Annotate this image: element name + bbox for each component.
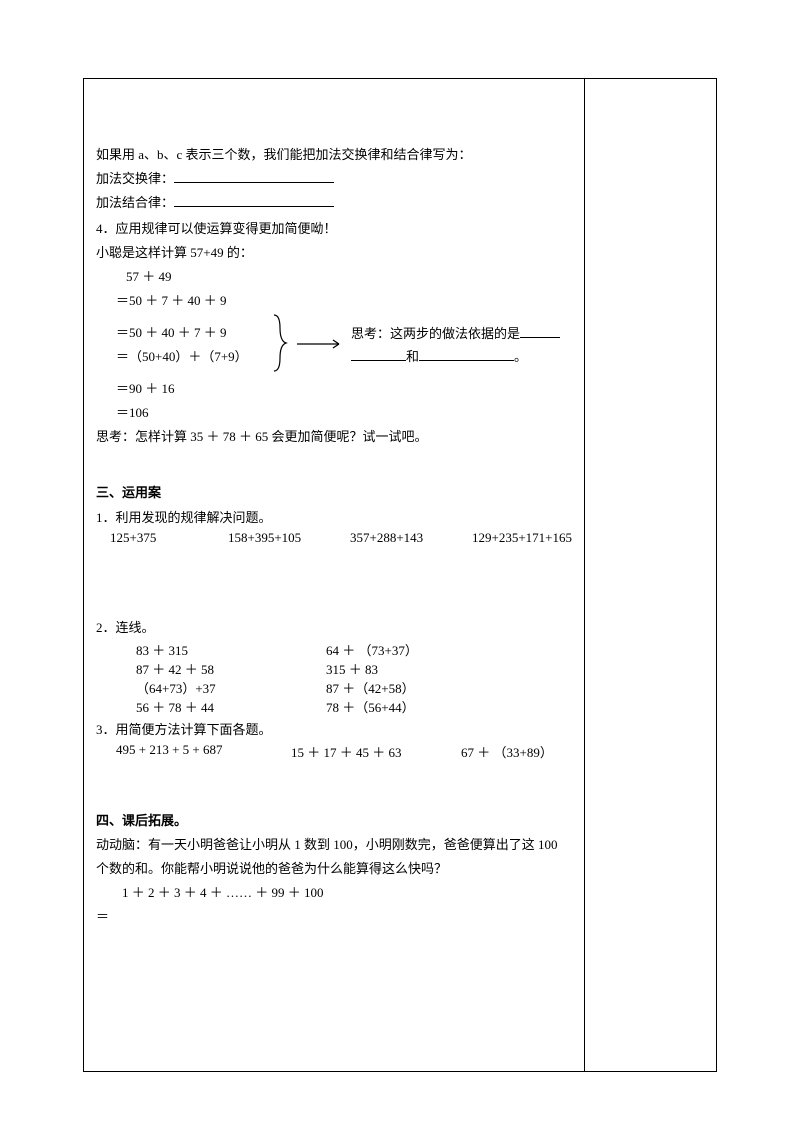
- calc-step-2: ＝50 ＋ 40 ＋ 7 ＋ 9: [96, 321, 271, 345]
- calc-brace-row: ＝50 ＋ 40 ＋ 7 ＋ 9 ＝（50+40）＋（7+9） 思考：这两步的做…: [96, 313, 572, 377]
- blank-associative: [174, 206, 334, 207]
- calc-intro: 小聪是这样计算 57+49 的：: [96, 241, 572, 265]
- calc-step-4: ＝90 ＋ 16: [96, 377, 572, 401]
- q3-block: 3．用简便方法计算下面各题。 495 + 213 + 5 + 687 15 ＋ …: [96, 718, 572, 761]
- calc-left-group: ＝50 ＋ 40 ＋ 7 ＋ 9 ＝（50+40）＋（7+9）: [96, 321, 271, 369]
- content-table: 如果用 a、b、c 表示三个数，我们能把加法交换律和结合律写为： 加法交换律： …: [83, 78, 717, 1072]
- blank-1: [520, 337, 560, 338]
- blank-commutative: [174, 182, 334, 183]
- arrow-icon: [295, 337, 345, 353]
- match-row-2: （64+73）+3787 ＋（42+58）: [96, 678, 572, 697]
- intro-block: 如果用 a、b、c 表示三个数，我们能把加法交换律和结合律写为： 加法交换律： …: [96, 143, 572, 215]
- ext-body: 动动脑：有一天小明爸爸让小明从 1 数到 100，小明刚数完，爸爸便算出了这 1…: [96, 833, 572, 881]
- commutative-line: 加法交换律：: [96, 167, 572, 191]
- calc-step-1: ＝50 ＋ 7 ＋ 40 ＋ 9: [96, 289, 572, 313]
- match-row-1: 87 ＋ 42 ＋ 58315 ＋ 83: [96, 659, 572, 678]
- calc-step-3: ＝（50+40）＋（7+9）: [96, 345, 271, 369]
- associative-line: 加法结合律：: [96, 191, 572, 215]
- section-extension: 四、课后拓展。 动动脑：有一天小明爸爸让小明从 1 数到 100，小明刚数完，爸…: [96, 809, 572, 929]
- section-apply: 三、运用案 1．利用发现的规律解决问题。 125+375 158+395+105…: [96, 481, 572, 545]
- q1-items: 125+375 158+395+105 357+288+143 129+235+…: [96, 530, 572, 546]
- section-4: 4．应用规律可以使运算变得更加简便呦！ 小聪是这样计算 57+49 的： 57 …: [96, 217, 572, 449]
- blank-3: [419, 360, 514, 361]
- q2-block: 2．连线。 83 ＋ 31564 ＋ （73+37） 87 ＋ 42 ＋ 583…: [96, 616, 572, 716]
- match-row-0: 83 ＋ 31564 ＋ （73+37）: [96, 640, 572, 659]
- sec4-title: 4．应用规律可以使运算变得更加简便呦！: [96, 217, 572, 241]
- main-content-cell: 如果用 a、b、c 表示三个数，我们能把加法交换律和结合律写为： 加法交换律： …: [84, 79, 585, 1072]
- calc-step-0: 57 ＋ 49: [96, 265, 572, 289]
- ext-eq: ＝: [96, 905, 572, 929]
- q3-items: 495 + 213 + 5 + 687 15 ＋ 17 ＋ 45 ＋ 63 67…: [96, 742, 572, 761]
- side-cell: [585, 79, 717, 1072]
- calc-step-5: ＝106: [96, 401, 572, 425]
- q1-title: 1．利用发现的规律解决问题。: [96, 506, 572, 530]
- apply-heading: 三、运用案: [96, 481, 572, 505]
- ext-expr: 1 ＋ 2 ＋ 3 ＋ 4 ＋ …… ＋ 99 ＋ 100: [96, 881, 572, 905]
- intro-text: 如果用 a、b、c 表示三个数，我们能把加法交换律和结合律写为：: [96, 143, 572, 167]
- page: 如果用 a、b、c 表示三个数，我们能把加法交换律和结合律写为： 加法交换律： …: [0, 0, 800, 1132]
- think-block: 思考：这两步的做法依据的是 和。: [351, 322, 560, 369]
- q3-title: 3．用简便方法计算下面各题。: [96, 718, 572, 742]
- q2-title: 2．连线。: [96, 616, 572, 640]
- brace-icon: [271, 313, 289, 377]
- think2: 思考：怎样计算 35 ＋ 78 ＋ 65 会更加简便呢？试一试吧。: [96, 425, 572, 449]
- ext-heading: 四、课后拓展。: [96, 809, 572, 833]
- blank-2: [351, 360, 406, 361]
- match-row-3: 56 ＋ 78 ＋ 4478 ＋（56+44）: [96, 697, 572, 716]
